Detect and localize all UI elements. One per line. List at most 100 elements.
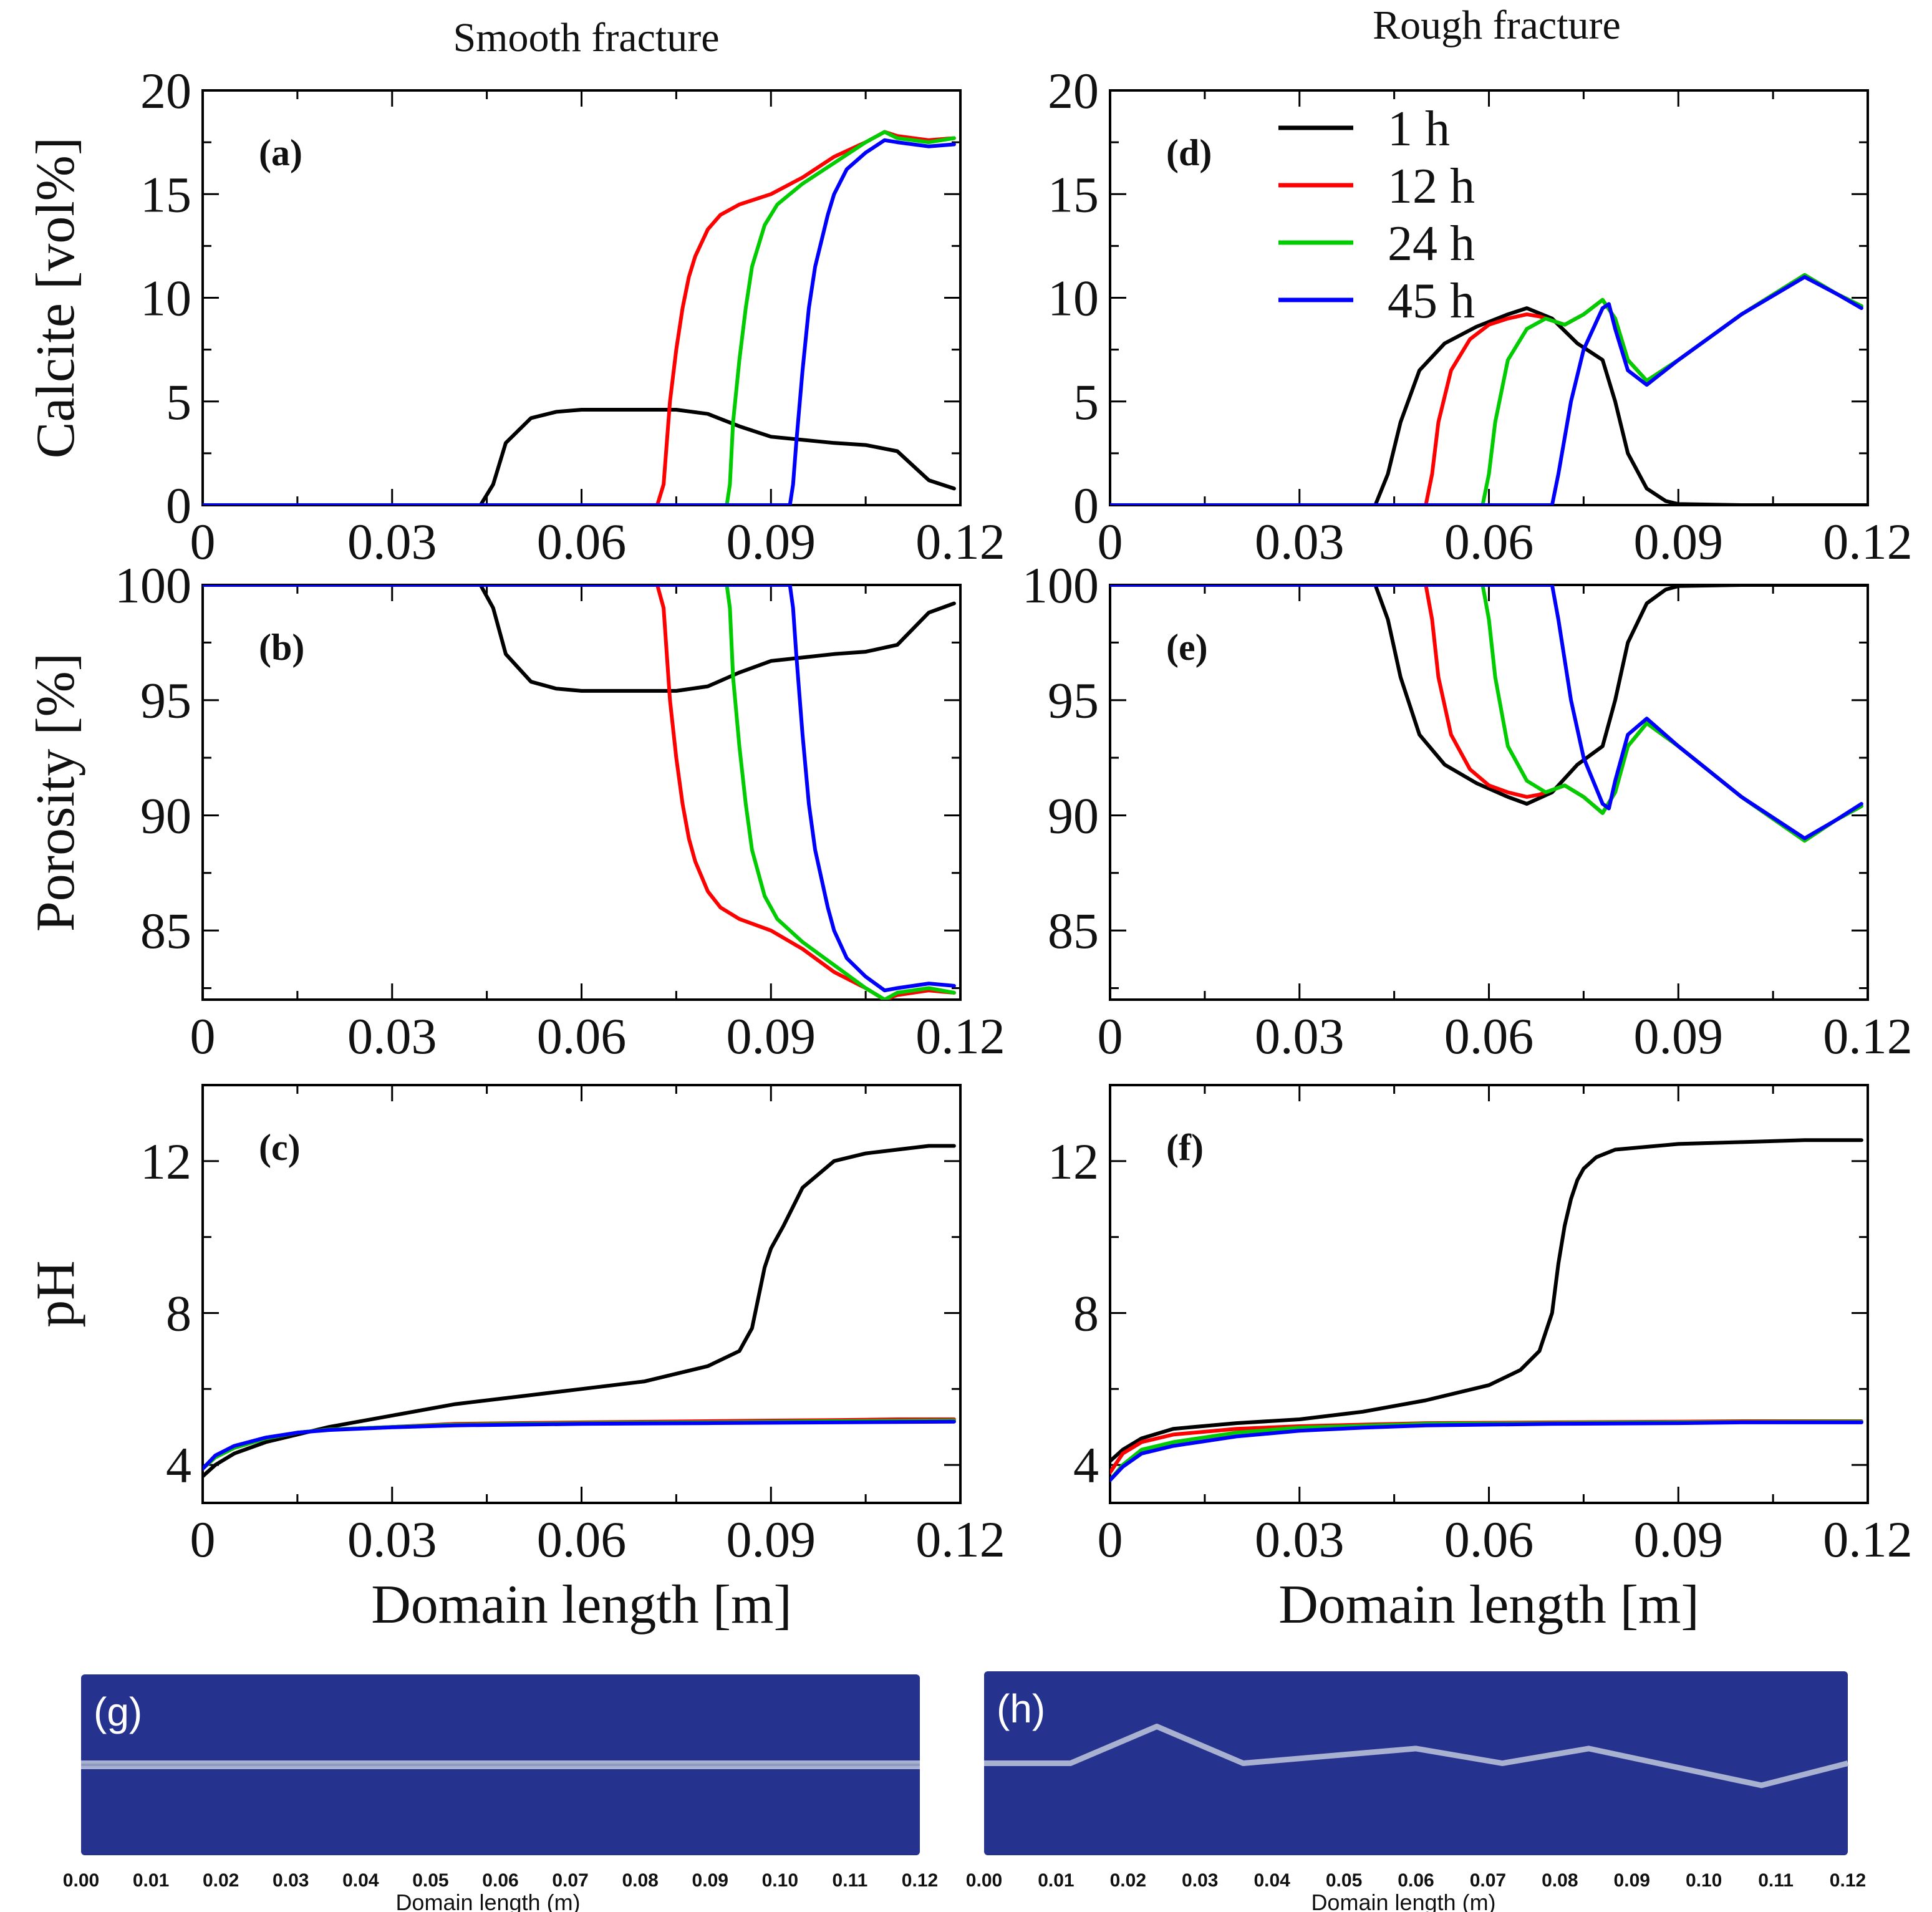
strip-h: (h) 0.00 0.01 0.02 0.03 0.04 0.05 0.06 0.07 0.08 0… — [966, 1671, 1866, 1912]
y-tick-label: 85 — [1048, 902, 1099, 959]
x-tick-label: 0.06 — [1444, 513, 1534, 570]
panel-label: (a) — [259, 132, 302, 173]
column-title-smooth: Smooth fracture — [453, 15, 719, 60]
plot-frame — [201, 89, 962, 506]
series-line-1h — [1110, 1138, 1863, 1463]
legend-entry: 12 h — [1388, 159, 1475, 214]
x-tick-label: 0.06 — [1444, 1511, 1534, 1568]
series-line-1h — [1110, 585, 1868, 806]
strip-tick-label: 0.11 — [833, 1870, 868, 1891]
series-line-12h — [203, 585, 956, 1000]
strip-label: (h) — [997, 1686, 1045, 1731]
y-axis-label: pH — [26, 1260, 86, 1328]
strip-tick-label: 0.00 — [63, 1870, 99, 1891]
strip-tick-label: 0.04 — [342, 1870, 379, 1891]
chart-panel-f: 0 0.03 0.06 0.09 0.12 4 8 12 (f) Domain length [m… — [1048, 1084, 1913, 1635]
series-group — [203, 585, 956, 1000]
y-tick-label: 15 — [140, 166, 191, 223]
x-tick-label: 0.03 — [347, 1008, 437, 1065]
x-tick-label: 0.12 — [1823, 1008, 1913, 1065]
x-tick-label: 0.09 — [727, 513, 816, 570]
y-tick-label: 8 — [166, 1285, 191, 1341]
strip-label: (g) — [94, 1689, 142, 1734]
series-group — [1110, 1138, 1863, 1482]
x-tick-label: 0.09 — [1634, 1511, 1724, 1568]
x-tick-label: 0 — [190, 1511, 216, 1568]
series-line-45h — [203, 1419, 956, 1471]
x-tick-label: 0.12 — [1823, 513, 1913, 570]
y-tick-label: 10 — [1048, 270, 1099, 327]
x-tick-label: 0.12 — [915, 1008, 1005, 1065]
series-line-45h — [1110, 1420, 1863, 1482]
y-tick-label: 90 — [140, 787, 191, 844]
x-tick-label: 0.09 — [1634, 513, 1724, 570]
strip-tick-label: 0.01 — [133, 1870, 169, 1891]
x-axis-label: Domain length [m] — [1278, 1575, 1699, 1635]
plot-frame — [201, 1084, 962, 1504]
strip-tick-label: 0.09 — [692, 1870, 728, 1891]
x-tick-label: 0.06 — [1444, 1008, 1534, 1065]
strip-x-axis-label: Domain length (m) — [1311, 1890, 1495, 1912]
series-line-45h — [1110, 275, 1863, 505]
x-tick-label: 0.03 — [347, 513, 437, 570]
strip-g: (g) 0.00 0.01 0.02 0.03 0.04 0.05 0.06 0.07 0.08 0… — [63, 1674, 938, 1912]
y-tick-label: 20 — [1048, 62, 1099, 119]
y-tick-label: 8 — [1073, 1285, 1099, 1341]
strip-x-axis-label: Domain length (m) — [395, 1890, 580, 1912]
x-tick-label: 0.03 — [1255, 1511, 1345, 1568]
y-tick-label: 10 — [140, 270, 191, 327]
fracture-domain — [984, 1671, 1848, 1855]
legend-entry: 24 h — [1388, 216, 1475, 271]
x-tick-label: 0 — [190, 513, 216, 570]
x-tick-label: 0.03 — [347, 1511, 437, 1568]
panel-label: (c) — [259, 1127, 301, 1168]
y-tick-label: 5 — [1073, 374, 1099, 430]
x-tick-label: 0.06 — [537, 1008, 627, 1065]
fracture-line — [984, 1724, 1849, 1789]
plot-grid: 0 0.03 0.06 0.09 0.12 0 5 10 15 20 (a) Calcite [vol… — [26, 62, 1913, 1635]
column-title-rough: Rough fracture — [1373, 2, 1621, 48]
strip-tick-label: 0.07 — [552, 1870, 588, 1891]
x-tick-label: 0.06 — [537, 513, 627, 570]
y-tick-label: 20 — [140, 62, 191, 119]
strip-tick-label: 0.05 — [412, 1870, 448, 1891]
strip-tick-label: 0.03 — [273, 1870, 309, 1891]
plot-frame — [1109, 584, 1869, 1001]
chart-panel-b: 0 0.03 0.06 0.09 0.12 85 90 95 100 (b) Porosity [%… — [26, 557, 1005, 1065]
strip-tick-label: 0.06 — [482, 1870, 518, 1891]
strip-tick-label: 0.00 — [966, 1870, 1002, 1891]
x-tick-label: 0.03 — [1255, 1008, 1345, 1065]
y-axis-label: Porosity [%] — [26, 653, 86, 932]
x-tick-label: 0.03 — [1255, 513, 1345, 570]
plot-frame — [1109, 1084, 1869, 1504]
strip-tick-label: 0.08 — [622, 1870, 658, 1891]
strip-tick-label: 0.03 — [1182, 1870, 1218, 1891]
x-tick-label: 0.12 — [1823, 1511, 1913, 1568]
panel-label: (d) — [1166, 132, 1212, 173]
x-axis-label: Domain length [m] — [371, 1575, 792, 1635]
x-tick-label: 0.09 — [727, 1511, 816, 1568]
x-tick-label: 0.09 — [727, 1008, 816, 1065]
series-line-1h — [1110, 306, 1868, 505]
y-tick-label: 90 — [1048, 787, 1099, 844]
y-tick-label: 12 — [1048, 1133, 1099, 1190]
strip-tick-label: 0.01 — [1038, 1870, 1074, 1891]
series-group — [203, 130, 956, 505]
panel-label: (f) — [1166, 1127, 1204, 1168]
x-tick-label: 0.06 — [537, 1511, 627, 1568]
plot-frame — [201, 584, 962, 1001]
panel-label: (e) — [1166, 627, 1208, 668]
panel-label: (b) — [259, 627, 304, 668]
x-tick-label: 0.12 — [915, 1511, 1005, 1568]
y-tick-label: 100 — [115, 557, 191, 614]
y-tick-label: 0 — [166, 477, 191, 534]
x-tick-label: 0 — [190, 1008, 216, 1065]
y-tick-label: 100 — [1022, 557, 1099, 614]
series-line-24h — [203, 130, 956, 505]
strip-tick-label: 0.02 — [1110, 1870, 1146, 1891]
x-tick-label: 0.09 — [1634, 1008, 1724, 1065]
series-line-24h — [203, 585, 956, 1000]
y-tick-label: 4 — [1073, 1437, 1099, 1494]
series-line-1h — [203, 408, 956, 505]
